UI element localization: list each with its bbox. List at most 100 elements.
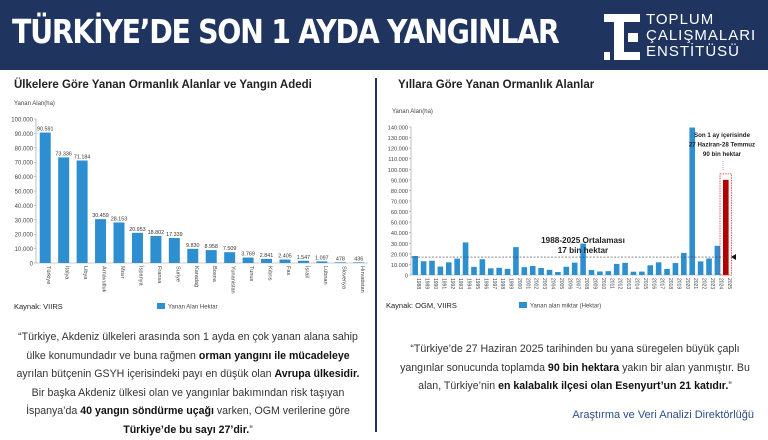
bar xyxy=(420,261,427,275)
bar xyxy=(39,132,51,263)
bar xyxy=(205,250,217,263)
bar xyxy=(504,268,511,275)
bar xyxy=(672,263,679,275)
x-tick-label: 2008 xyxy=(583,278,589,289)
source-text: Kaynak: VIIRS xyxy=(14,302,63,311)
bar xyxy=(622,262,628,275)
logo-line: ENSTİTÜSÜ xyxy=(646,43,741,60)
yearly-bar-chart: Yanan Alan(ha) 0 10.000 20.000 30.000 40.000 5… xyxy=(386,109,755,310)
data-label: 2.405 xyxy=(278,254,292,260)
data-label: 7.509 xyxy=(223,246,237,252)
y-tick-label: 100.000 xyxy=(388,168,408,174)
quote-text: yakın bir alan yanmıştır. Bu alan, Türki… xyxy=(418,361,750,393)
data-label: 71.184 xyxy=(74,154,91,160)
average-marker-icon xyxy=(731,254,736,261)
bar xyxy=(706,258,712,275)
y-tick-label: 40.000 xyxy=(391,231,408,237)
x-tick-label: 2005 xyxy=(558,278,564,289)
quote-text: Bir başka Akdeniz ülkesi olan ve yangınl… xyxy=(26,386,345,418)
y-tick-label: 140.000 xyxy=(388,126,408,132)
x-tick-label: 1990 xyxy=(432,278,438,289)
bar xyxy=(496,267,502,275)
x-tick-label: Türkiye xyxy=(45,266,51,284)
bar xyxy=(76,160,88,263)
bar xyxy=(555,272,561,275)
bar xyxy=(334,262,346,263)
bar xyxy=(605,271,612,275)
y-tick-label: 60.000 xyxy=(391,210,408,216)
y-tick-label: 0 xyxy=(30,262,34,268)
annotation-text: Son 1 ay içerisinde xyxy=(694,132,751,139)
x-tick-label: Lübnan xyxy=(322,266,328,285)
x-tick-label: 1993 xyxy=(457,278,463,289)
data-label: 1.097 xyxy=(315,255,329,261)
y-tick-label: 30.000 xyxy=(391,242,408,248)
x-tick-label: 1989 xyxy=(424,278,430,289)
data-label: 73.336 xyxy=(55,151,72,157)
header-banner: TÜRKİYE’DE SON 1 AYDA YANGINLAR TOPLUM Ç… xyxy=(0,0,768,70)
quote-emphasis: orman yangını ile mücadeleye xyxy=(198,349,350,362)
x-tick-label: Suriye xyxy=(174,266,180,282)
y-tick-label: 0 xyxy=(405,274,408,280)
x-tick-label: İsrail xyxy=(303,266,310,278)
bar xyxy=(261,258,273,263)
y-tick-label: 80.000 xyxy=(15,146,34,152)
x-tick-label: Hırvatistan xyxy=(359,266,365,293)
bar xyxy=(168,238,180,263)
bar xyxy=(655,262,662,275)
left-quote: “Türkiye, Akdeniz ülkeleri arasında son … xyxy=(12,328,364,440)
bar xyxy=(224,252,236,263)
logo-mark-icon xyxy=(604,14,640,60)
data-label: 90.591 xyxy=(37,127,54,133)
section-divider xyxy=(375,78,377,432)
y-tick-label: 90.000 xyxy=(391,178,408,184)
x-tick-label: 2023 xyxy=(709,278,715,289)
x-tick-label: 2017 xyxy=(659,278,665,289)
logo-line: ÇALIŞMALARI xyxy=(646,27,757,44)
x-tick-label: 2010 xyxy=(600,278,606,289)
bar xyxy=(113,222,125,263)
y-tick-label: 40.000 xyxy=(15,204,34,210)
bar xyxy=(613,263,620,275)
y-tick-label: 50.000 xyxy=(391,221,408,227)
x-tick-label: 2013 xyxy=(625,278,631,289)
bar xyxy=(597,271,603,275)
x-tick-label: 1997 xyxy=(491,278,497,289)
bar xyxy=(571,262,578,275)
x-tick-label: 1991 xyxy=(440,278,446,289)
x-tick-label: Yunanistan xyxy=(230,266,236,294)
x-tick-label: 2020 xyxy=(684,278,690,289)
bar xyxy=(588,270,595,275)
x-tick-label: 1994 xyxy=(466,278,472,289)
x-tick-label: Fransa xyxy=(156,266,162,284)
quote-emphasis: Türkiye’de bu sayı 27’dir. xyxy=(123,423,250,436)
bar xyxy=(697,261,704,275)
right-quote: “Türkiye’de 27 Haziran 2025 tarihinden b… xyxy=(394,340,756,396)
quote-text: “Türkiye, Akdeniz ülkeleri arasında son … xyxy=(18,331,358,362)
x-tick-label: İtalya xyxy=(64,266,71,280)
right-chart-title: Yıllara Göre Yanan Ormanlık Alanlar xyxy=(398,79,595,91)
bar xyxy=(279,259,291,263)
y-tick-label: 130.000 xyxy=(388,136,408,142)
bar xyxy=(242,257,254,263)
x-tick-label: Arnavutluk xyxy=(101,266,107,293)
data-label: 28.153 xyxy=(111,216,128,222)
left-chart-title: Ülkelere Göre Yanan Ormanlık Alanlar ve … xyxy=(14,79,312,91)
legend-swatch xyxy=(519,302,527,308)
quote-text: ayrılan bütçenin GSYH içerisindeki payı … xyxy=(16,368,275,381)
x-tick-label: 2022 xyxy=(701,278,707,289)
bar xyxy=(95,219,107,263)
highlight-box xyxy=(719,173,733,276)
bar xyxy=(714,245,721,275)
x-tick-label: 1988 xyxy=(415,278,421,289)
y-tick-label: 120.000 xyxy=(388,147,408,153)
bar xyxy=(353,262,365,263)
bar xyxy=(150,235,162,263)
x-tick-label: İspanya xyxy=(137,266,144,286)
bar xyxy=(647,265,654,275)
bar xyxy=(538,268,544,275)
bar xyxy=(513,247,519,275)
data-label: 30.459 xyxy=(92,213,109,219)
data-label: 20.953 xyxy=(129,227,146,233)
bar xyxy=(471,266,477,275)
